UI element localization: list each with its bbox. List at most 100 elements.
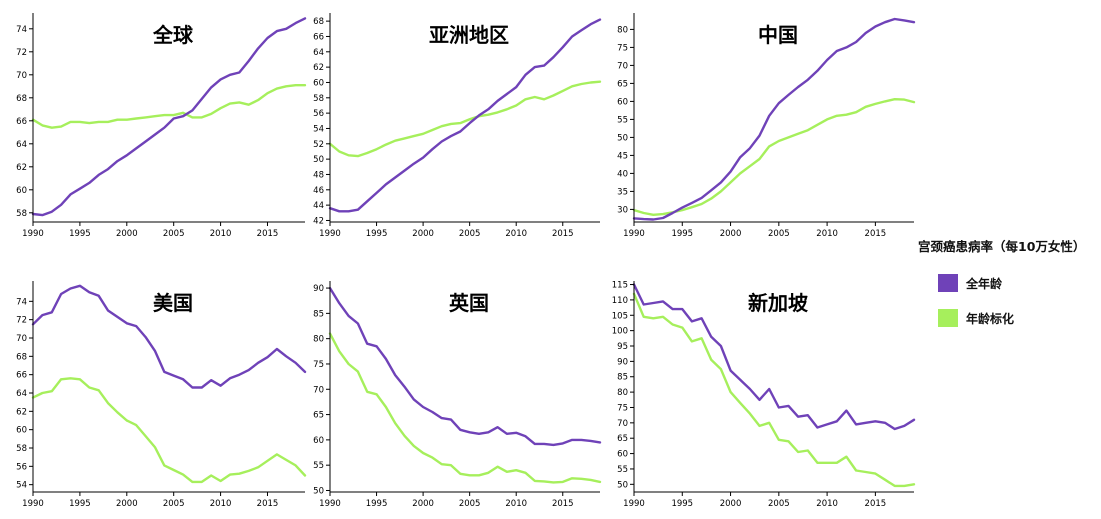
y-tick-label: 72 xyxy=(16,316,27,326)
chart-title: 中国 xyxy=(758,23,798,47)
legend-swatch-age-standardized xyxy=(938,309,958,327)
y-tick-label: 74 xyxy=(16,297,27,307)
x-tick-label: 2000 xyxy=(412,229,434,239)
y-tick-label: 65 xyxy=(617,434,628,444)
x-tick-label: 2000 xyxy=(720,229,742,239)
chart-title: 新加坡 xyxy=(748,291,809,315)
x-tick-label: 1990 xyxy=(319,499,341,509)
series-line xyxy=(31,284,307,389)
y-tick-label: 66 xyxy=(313,32,324,42)
y-tick-label: 70 xyxy=(313,385,324,395)
y-tick-label: 55 xyxy=(313,461,324,471)
x-tick-label: 1990 xyxy=(623,229,645,239)
x-tick-label: 1995 xyxy=(671,229,693,239)
y-tick-label: 44 xyxy=(313,201,324,211)
chart-title: 美国 xyxy=(153,291,193,315)
y-tick-label: 75 xyxy=(313,360,324,370)
y-tick-label: 64 xyxy=(16,389,27,399)
x-tick-label: 2015 xyxy=(552,229,574,239)
y-tick-label: 56 xyxy=(16,462,27,472)
y-tick-label: 58 xyxy=(16,209,27,219)
x-tick-label: 2010 xyxy=(210,499,232,509)
y-tick-label: 68 xyxy=(16,352,27,362)
chart-panel: 54 56 58 60 62 64 66 68 70 72 74 1990 1995 2000 2005 20… xyxy=(16,281,307,509)
y-tick-label: 60 xyxy=(313,436,324,446)
y-tick-label: 40 xyxy=(617,169,628,179)
x-tick-label: 2010 xyxy=(816,229,838,239)
y-tick-label: 72 xyxy=(16,48,27,58)
series-line xyxy=(632,283,916,431)
x-tick-label: 1995 xyxy=(671,499,693,509)
x-tick-label: 2000 xyxy=(116,229,138,239)
series-line xyxy=(328,80,602,158)
y-tick-label: 95 xyxy=(617,342,628,352)
x-tick-label: 2015 xyxy=(257,499,279,509)
x-tick-label: 1990 xyxy=(22,499,44,509)
x-tick-label: 1995 xyxy=(69,229,91,239)
legend-item-age-standardized: 年龄标化 xyxy=(938,308,1014,328)
y-tick-label: 52 xyxy=(313,140,324,150)
legend-label-all-ages: 全年龄 xyxy=(966,276,1003,291)
y-tick-label: 50 xyxy=(313,155,324,165)
y-tick-label: 85 xyxy=(617,373,628,383)
x-tick-label: 2015 xyxy=(552,499,574,509)
y-tick-label: 110 xyxy=(612,296,628,306)
y-tick-label: 42 xyxy=(313,216,324,226)
series-line xyxy=(632,97,916,217)
y-tick-label: 50 xyxy=(617,480,628,490)
y-tick-label: 80 xyxy=(617,388,628,398)
y-tick-label: 85 xyxy=(313,309,324,319)
series-line xyxy=(31,83,307,129)
y-tick-label: 54 xyxy=(16,481,27,491)
legend-label-age-standardized: 年龄标化 xyxy=(966,311,1015,326)
y-tick-label: 65 xyxy=(313,411,324,421)
y-tick-label: 68 xyxy=(313,17,324,27)
chart-title: 全球 xyxy=(152,23,194,47)
series-line xyxy=(328,332,602,484)
x-tick-label: 1995 xyxy=(366,499,388,509)
y-tick-label: 62 xyxy=(313,63,324,73)
legend-title: 宫颈癌患病率（每10万女性） xyxy=(918,239,1086,254)
y-tick-label: 56 xyxy=(313,109,324,119)
y-tick-label: 45 xyxy=(617,151,628,161)
y-tick-label: 55 xyxy=(617,115,628,125)
y-tick-label: 55 xyxy=(617,465,628,475)
x-tick-label: 2005 xyxy=(768,229,790,239)
x-tick-label: 1990 xyxy=(623,499,645,509)
y-tick-label: 60 xyxy=(16,426,27,436)
chart-panel: 30 35 40 45 50 55 60 65 70 75 80 1990 1995 2000 2005 20… xyxy=(617,13,916,239)
x-tick-label: 1990 xyxy=(319,229,341,239)
legend: 宫颈癌患病率（每10万女性） 全年龄 年龄标化 xyxy=(918,236,1098,327)
y-tick-label: 48 xyxy=(313,170,324,180)
y-tick-label: 64 xyxy=(313,48,324,58)
y-tick-label: 65 xyxy=(617,79,628,89)
x-tick-label: 1995 xyxy=(69,499,91,509)
y-tick-label: 50 xyxy=(313,486,324,496)
series-line xyxy=(31,17,307,217)
y-tick-label: 75 xyxy=(617,403,628,413)
x-tick-label: 2010 xyxy=(505,229,527,239)
y-tick-label: 54 xyxy=(313,124,324,134)
y-tick-label: 80 xyxy=(313,335,324,345)
y-tick-label: 64 xyxy=(16,140,27,150)
series-line xyxy=(632,292,916,488)
y-tick-label: 70 xyxy=(16,71,27,81)
y-tick-label: 62 xyxy=(16,407,27,417)
chart-panel: 50 55 60 65 70 75 80 85 90 1990 1995 2000 2005 2010 20… xyxy=(313,281,602,509)
y-tick-label: 60 xyxy=(16,186,27,196)
x-tick-label: 2000 xyxy=(412,499,434,509)
x-tick-label: 2005 xyxy=(459,229,481,239)
legend-swatch-all-ages xyxy=(938,274,958,292)
y-tick-label: 46 xyxy=(313,186,324,196)
series-line xyxy=(632,17,916,221)
y-tick-label: 75 xyxy=(617,43,628,53)
x-tick-label: 2015 xyxy=(865,499,887,509)
y-tick-label: 70 xyxy=(16,334,27,344)
series-line xyxy=(328,18,602,213)
x-tick-label: 2005 xyxy=(459,499,481,509)
y-tick-label: 100 xyxy=(612,327,628,337)
y-tick-label: 115 xyxy=(612,281,628,291)
series-line xyxy=(31,377,307,484)
y-tick-label: 60 xyxy=(617,97,628,107)
